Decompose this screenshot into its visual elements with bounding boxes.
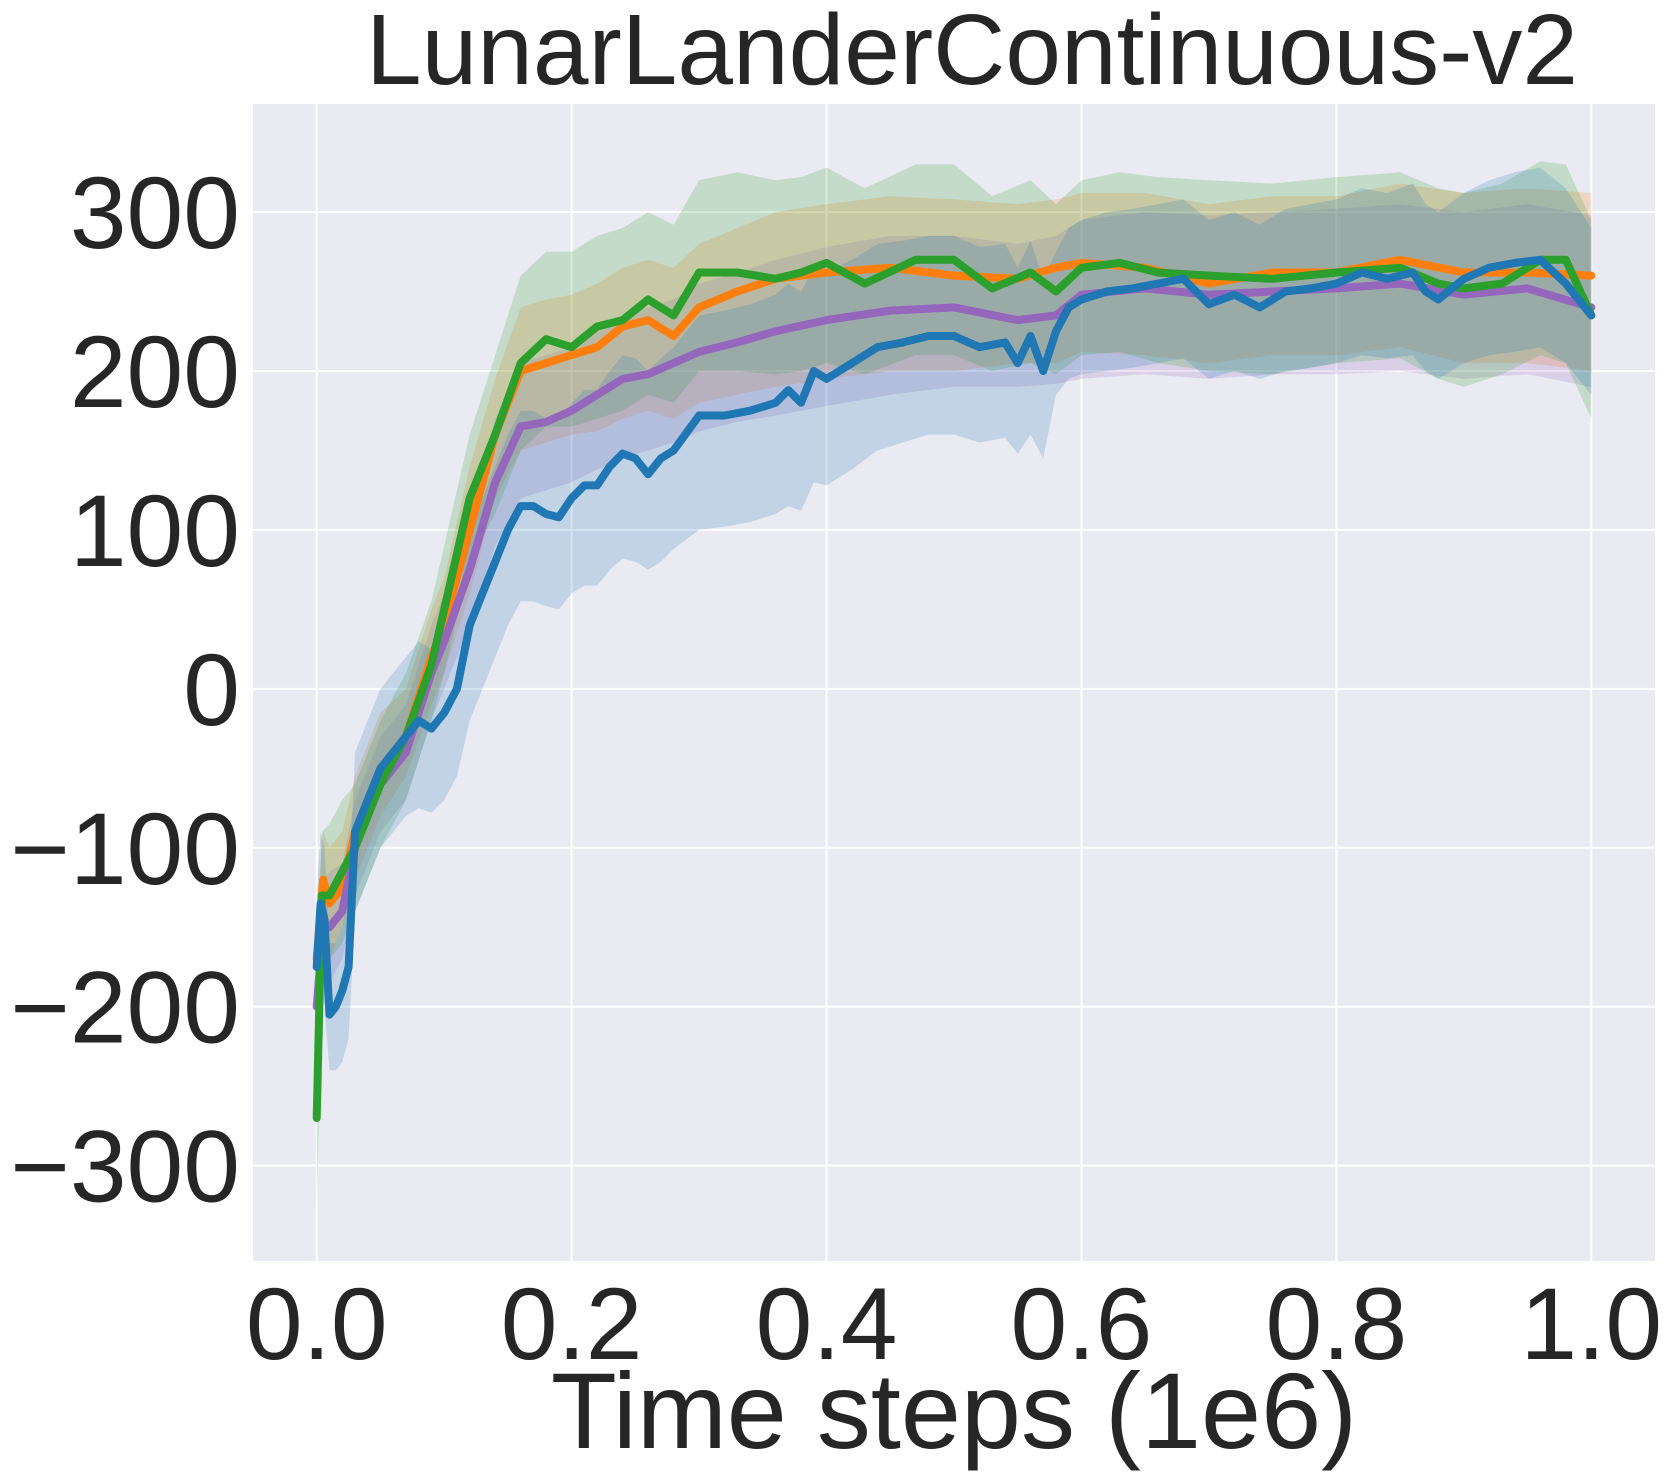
y-tick-label: 300: [70, 156, 240, 270]
confidence-band-3: [316, 167, 1592, 1071]
confidence-bands: [316, 161, 1592, 1214]
x-tick-label: 0.4: [756, 1267, 898, 1381]
y-tick-labels: −300 −200 −100 0 100 200 300: [10, 156, 240, 1224]
confidence-band-1: [316, 204, 1592, 1039]
x-tick-label: 0.2: [501, 1267, 643, 1381]
x-tick-label: 0.6: [1011, 1267, 1153, 1381]
y-tick-label: 0: [183, 633, 240, 747]
series-lines: [312, 255, 1596, 1122]
y-tick-label: 100: [70, 474, 240, 588]
x-axis-label: Time steps (1e6): [551, 1350, 1357, 1471]
y-tick-label: −200: [10, 951, 240, 1065]
y-tick-label: −100: [10, 792, 240, 906]
x-tick-label: 0.0: [246, 1267, 388, 1381]
x-tick-label: 0.8: [1265, 1267, 1407, 1381]
grid-lines: [253, 104, 1655, 1261]
series-line-3: [312, 255, 1596, 1019]
confidence-band-0: [316, 183, 1592, 991]
y-tick-label: −300: [10, 1110, 240, 1224]
x-tick-labels: 0.0 0.2 0.4 0.6 0.8 1.0: [246, 1267, 1662, 1381]
chart-title: LunarLanderContinuous-v2: [366, 0, 1578, 106]
x-tick-label: 1.0: [1520, 1267, 1662, 1381]
confidence-band-2: [316, 161, 1592, 1214]
plot-background: [253, 104, 1655, 1261]
y-tick-label: 200: [70, 315, 240, 429]
